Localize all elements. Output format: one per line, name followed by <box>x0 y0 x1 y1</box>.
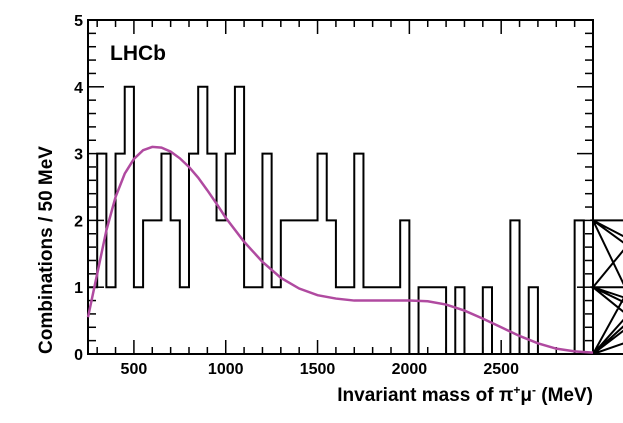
x-tick-label: 2000 <box>392 361 428 378</box>
fit-curve <box>86 145 594 354</box>
y-axis-label: Combinations / 50 MeV <box>36 146 57 354</box>
histogram-bars <box>88 85 623 355</box>
histogram-outline <box>88 85 623 355</box>
y-tick-label: 4 <box>74 80 83 97</box>
x-tick-label: 2500 <box>483 361 519 378</box>
y-tick-label: 3 <box>74 147 83 164</box>
x-tick-label: 1000 <box>208 361 244 378</box>
y-tick-label: 0 <box>74 347 83 364</box>
fit-curve-group <box>86 145 594 354</box>
x-tick-labels: 500 1000 1500 2000 2500 <box>121 361 520 378</box>
x-axis-label: Invariant mass of π+μ- (MeV) <box>337 383 593 406</box>
lhcb-label: LHCb <box>110 42 166 65</box>
y-tick-label: 5 <box>74 13 83 30</box>
plot-frame <box>87 19 594 355</box>
x-tick-label: 1500 <box>300 361 336 378</box>
x-tick-label: 500 <box>121 361 148 378</box>
y-tick-label: 1 <box>74 280 83 297</box>
y-tick-label: 2 <box>74 213 83 230</box>
y-tick-labels: 0 1 2 3 4 5 <box>74 13 83 364</box>
